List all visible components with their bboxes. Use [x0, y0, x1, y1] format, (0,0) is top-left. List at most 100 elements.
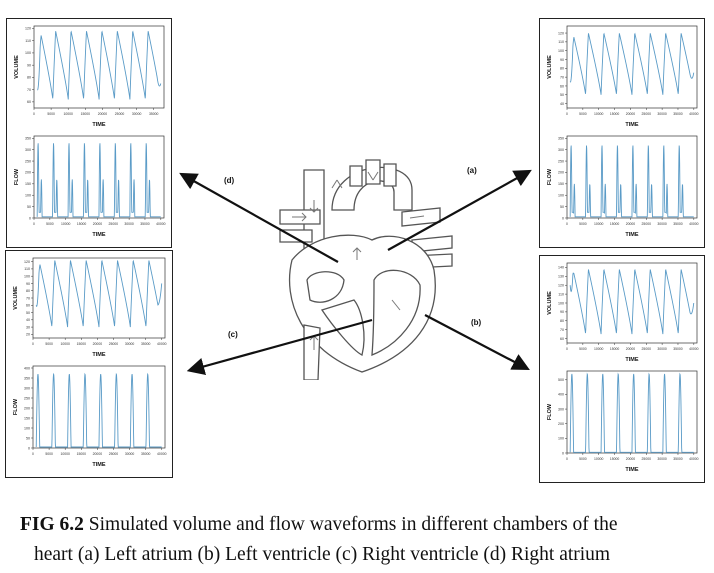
y-tick-label: 70	[560, 75, 564, 79]
chart-svg: 0 5000 10000 15000 20000 25000 30000 35000 40000…	[547, 262, 699, 363]
y-tick-label: 500	[558, 378, 564, 382]
x-tick-label: 30000	[132, 112, 142, 116]
y-tick-label: 120	[558, 31, 564, 35]
x-tick-label: 5000	[45, 342, 53, 346]
chart-c-flow: 0 5000 10000 15000 20000 25000 30000 35000 40000…	[9, 362, 169, 470]
x-tick-label: 0	[33, 112, 35, 116]
y-tick-label: 90	[560, 58, 564, 62]
caption-text-line1: Simulated volume and flow waveforms in d…	[88, 514, 618, 535]
x-tick-label: 10000	[61, 222, 71, 226]
x-tick-label: 0	[566, 457, 568, 461]
series-line	[569, 32, 695, 95]
x-tick-label: 15000	[610, 112, 620, 116]
x-tick-label: 0	[32, 342, 34, 346]
y-tick-label: 350	[24, 376, 30, 380]
y-axis-label: VOLUME	[547, 291, 553, 315]
x-tick-label: 15000	[610, 457, 620, 461]
x-tick-label: 20000	[626, 347, 636, 351]
y-tick-label: 120	[25, 27, 31, 31]
y-tick-label: 80	[27, 76, 31, 80]
x-tick-label: 30000	[657, 112, 667, 116]
figure-caption: FIG 6.2 Simulated volume and flow wavefo…	[20, 510, 700, 570]
y-tick-label: 50	[26, 311, 30, 315]
x-tick-label: 30000	[125, 452, 135, 456]
x-axis-label: TIME	[625, 467, 638, 473]
plot-frame	[32, 365, 166, 449]
y-tick-label: 50	[26, 436, 30, 440]
x-tick-label: 30000	[124, 222, 134, 226]
label-d: (d)	[224, 176, 235, 185]
plot-frame	[33, 135, 165, 219]
x-tick-label: 10000	[63, 112, 73, 116]
y-tick-label: 100	[24, 426, 30, 430]
plot-frame	[33, 25, 165, 109]
y-tick-label: 110	[24, 267, 30, 271]
y-tick-label: 60	[560, 337, 564, 341]
x-tick-label: 35000	[141, 342, 151, 346]
plot-frame	[566, 25, 698, 109]
y-tick-label: 50	[27, 205, 31, 209]
label-c: (c)	[228, 330, 238, 339]
x-tick-label: 40000	[689, 112, 699, 116]
x-tick-label: 40000	[157, 342, 167, 346]
y-tick-label: 80	[560, 319, 564, 323]
plot-frame	[566, 370, 698, 454]
y-tick-label: 150	[25, 182, 31, 186]
x-tick-label: 30000	[125, 342, 135, 346]
chart-b-flow: 0 5000 10000 15000 20000 25000 30000 35000 40000…	[543, 367, 701, 475]
x-tick-label: 20000	[93, 342, 103, 346]
series-line	[35, 372, 162, 448]
y-tick-label: 200	[25, 171, 31, 175]
series-line	[35, 259, 163, 328]
x-tick-label: 40000	[157, 452, 167, 456]
y-tick-label: 300	[558, 148, 564, 152]
x-tick-label: 5000	[46, 222, 54, 226]
y-tick-label: 100	[25, 194, 31, 198]
x-tick-label: 15000	[77, 222, 87, 226]
y-tick-label: 100	[25, 51, 31, 55]
x-tick-label: 40000	[156, 222, 166, 226]
x-tick-label: 5000	[579, 457, 587, 461]
x-tick-label: 0	[566, 222, 568, 226]
x-tick-label: 25000	[642, 112, 652, 116]
x-tick-label: 25000	[115, 112, 125, 116]
arrow-c	[186, 318, 373, 375]
y-axis-label: FLOW	[14, 168, 20, 185]
chart-c-volume: 0 5000 10000 15000 20000 25000 30000 35000 40000…	[9, 254, 169, 360]
x-axis-label: TIME	[92, 462, 105, 468]
y-tick-label: 0	[29, 216, 31, 220]
y-tick-label: 110	[558, 40, 564, 44]
y-tick-label: 250	[558, 159, 564, 163]
y-axis-label: VOLUME	[13, 286, 19, 310]
y-tick-label: 300	[558, 407, 564, 411]
arrow-a	[387, 169, 532, 251]
series-line	[37, 30, 162, 100]
x-tick-label: 35000	[673, 457, 683, 461]
chart-b-volume: 0 5000 10000 15000 20000 25000 30000 35000 40000…	[543, 259, 701, 365]
arrow-d	[179, 172, 339, 263]
x-tick-label: 15000	[77, 342, 87, 346]
y-tick-label: 70	[26, 296, 30, 300]
x-tick-label: 5000	[579, 112, 587, 116]
x-tick-label: 25000	[109, 342, 119, 346]
y-tick-label: 300	[24, 386, 30, 390]
x-axis-label: TIME	[92, 232, 105, 238]
y-tick-label: 50	[560, 205, 564, 209]
y-tick-label: 100	[558, 437, 564, 441]
x-tick-label: 40000	[689, 222, 699, 226]
x-tick-label: 5000	[45, 452, 53, 456]
x-tick-label: 5000	[579, 347, 587, 351]
y-tick-label: 40	[26, 318, 30, 322]
y-tick-label: 350	[558, 137, 564, 141]
x-tick-label: 10000	[594, 457, 604, 461]
x-axis-label: TIME	[625, 232, 638, 238]
x-tick-label: 20000	[626, 222, 636, 226]
x-tick-label: 30000	[657, 347, 667, 351]
x-tick-label: 25000	[109, 222, 119, 226]
x-tick-label: 40000	[689, 457, 699, 461]
chart-a-volume: 0 5000 10000 15000 20000 25000 30000 35000 40000…	[543, 22, 701, 130]
series-line	[569, 372, 694, 453]
y-tick-label: 110	[558, 292, 564, 296]
y-tick-label: 200	[558, 422, 564, 426]
